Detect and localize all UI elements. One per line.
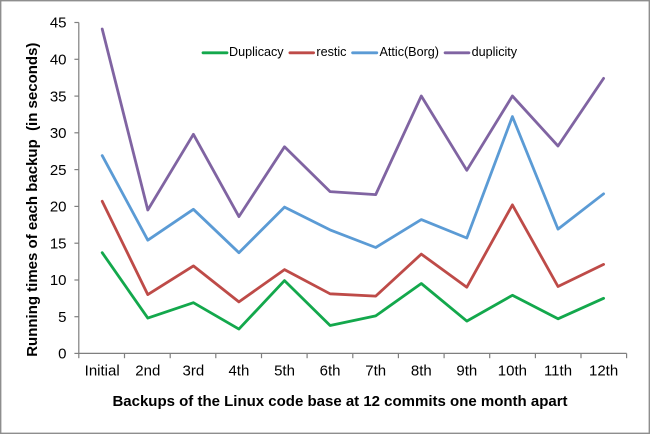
svg-text:restic: restic <box>316 45 346 59</box>
svg-text:7th: 7th <box>365 363 386 380</box>
svg-text:5th: 5th <box>274 363 295 380</box>
svg-text:30: 30 <box>50 125 67 142</box>
svg-text:9th: 9th <box>456 363 477 380</box>
svg-text:3rd: 3rd <box>183 363 205 380</box>
svg-text:40: 40 <box>50 52 67 69</box>
svg-text:20: 20 <box>50 199 67 216</box>
svg-text:15: 15 <box>50 235 67 252</box>
svg-text:12th: 12th <box>589 363 618 380</box>
svg-text:duplicity: duplicity <box>472 45 518 59</box>
svg-text:2nd: 2nd <box>135 363 160 380</box>
svg-text:Running times of each backup: Running times of each backup (in seconds… <box>24 43 41 357</box>
svg-text:11th: 11th <box>544 363 572 380</box>
svg-text:Backups of the Linux code base: Backups of the Linux code base at 12 com… <box>112 393 567 410</box>
svg-text:10th: 10th <box>498 363 527 380</box>
svg-text:4th: 4th <box>228 363 249 380</box>
svg-text:Duplicacy: Duplicacy <box>229 45 284 59</box>
svg-text:25: 25 <box>50 162 67 179</box>
svg-text:Initial: Initial <box>85 363 120 380</box>
svg-text:Attic(Borg): Attic(Borg) <box>380 45 439 59</box>
svg-text:5: 5 <box>58 309 66 326</box>
svg-text:8th: 8th <box>411 363 432 380</box>
svg-text:10: 10 <box>50 272 67 289</box>
svg-text:35: 35 <box>50 88 67 105</box>
svg-text:0: 0 <box>58 346 66 363</box>
svg-text:45: 45 <box>50 15 67 32</box>
svg-text:6th: 6th <box>320 363 341 380</box>
